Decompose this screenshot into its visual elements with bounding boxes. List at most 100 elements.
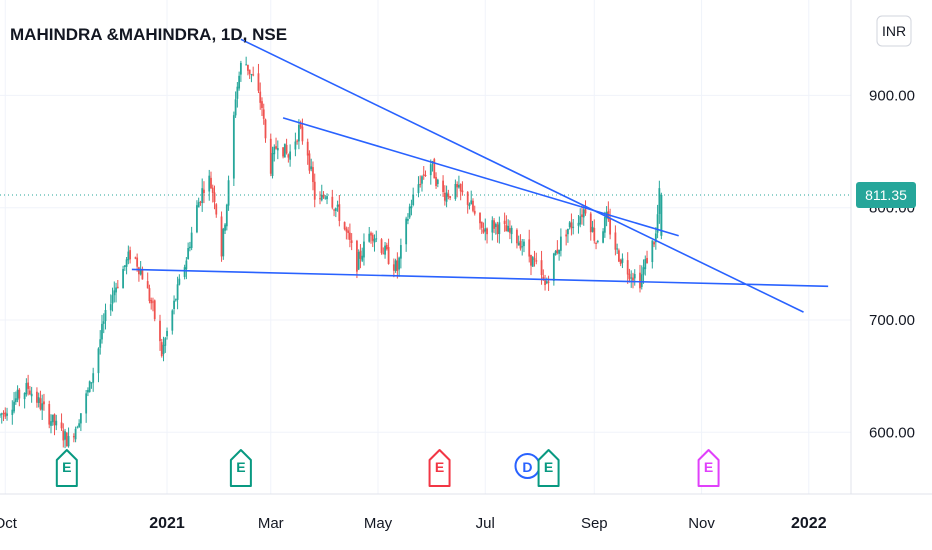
candle[interactable] <box>113 281 116 303</box>
candle[interactable] <box>65 431 68 447</box>
candle[interactable] <box>173 295 175 315</box>
candle[interactable] <box>338 194 341 227</box>
candle[interactable] <box>480 221 483 235</box>
candle[interactable] <box>187 242 190 260</box>
candle[interactable] <box>264 118 267 143</box>
candle[interactable] <box>503 212 506 232</box>
candle[interactable] <box>461 181 464 196</box>
candle[interactable] <box>582 205 585 226</box>
candle[interactable] <box>496 221 499 243</box>
candle[interactable] <box>466 191 469 214</box>
candle[interactable] <box>435 172 437 189</box>
candle[interactable] <box>324 195 327 200</box>
candle[interactable] <box>412 187 415 207</box>
candle[interactable] <box>101 314 103 344</box>
candle[interactable] <box>326 193 328 205</box>
candle[interactable] <box>552 252 555 286</box>
candle[interactable] <box>319 191 321 205</box>
candle[interactable] <box>261 97 263 116</box>
candle[interactable] <box>215 203 218 218</box>
candle[interactable] <box>257 63 260 94</box>
candle[interactable] <box>350 233 353 251</box>
candle[interactable] <box>306 138 309 165</box>
candle[interactable] <box>88 380 91 393</box>
candle[interactable] <box>312 161 314 191</box>
candle[interactable] <box>633 269 636 286</box>
candle[interactable] <box>458 175 460 189</box>
currency-button-frame[interactable] <box>876 15 912 47</box>
candle[interactable] <box>646 250 648 264</box>
candle[interactable] <box>505 215 508 232</box>
candle[interactable] <box>577 215 580 234</box>
candle[interactable] <box>64 428 66 449</box>
candle[interactable] <box>294 132 297 157</box>
candle[interactable] <box>30 386 33 403</box>
candle[interactable] <box>510 225 513 244</box>
candle[interactable] <box>419 175 422 188</box>
candle[interactable] <box>482 222 485 234</box>
candle[interactable] <box>445 185 448 208</box>
candle[interactable] <box>554 250 557 256</box>
candle[interactable] <box>313 173 316 208</box>
candle[interactable] <box>333 208 335 217</box>
candle[interactable] <box>468 202 471 210</box>
candle[interactable] <box>104 303 107 330</box>
candle[interactable] <box>23 392 26 409</box>
candle[interactable] <box>396 252 399 279</box>
candle[interactable] <box>99 330 102 355</box>
candle[interactable] <box>508 220 511 240</box>
candle[interactable] <box>436 178 439 188</box>
candle[interactable] <box>370 231 372 244</box>
trend-lines[interactable] <box>131 38 829 313</box>
candle[interactable] <box>382 247 385 255</box>
candle[interactable] <box>545 277 548 285</box>
candle[interactable] <box>16 385 19 403</box>
candle[interactable] <box>152 297 154 312</box>
candle[interactable] <box>417 176 420 198</box>
candle[interactable] <box>614 225 617 256</box>
candle[interactable] <box>148 284 151 304</box>
candle[interactable] <box>74 426 77 443</box>
candle[interactable] <box>570 213 573 236</box>
candle[interactable] <box>336 200 339 212</box>
candle[interactable] <box>222 227 225 260</box>
candle[interactable] <box>188 241 191 252</box>
candle[interactable] <box>449 195 452 201</box>
candle[interactable] <box>14 391 17 405</box>
candle[interactable] <box>6 407 8 421</box>
candle[interactable] <box>236 82 239 108</box>
candle[interactable] <box>343 221 346 231</box>
candle[interactable] <box>530 254 532 276</box>
candle[interactable] <box>442 175 444 197</box>
earnings-marker[interactable]: E <box>428 449 451 487</box>
candle[interactable] <box>102 313 105 334</box>
candle[interactable] <box>289 144 292 167</box>
candle[interactable] <box>486 227 488 244</box>
candle[interactable] <box>421 175 423 192</box>
candles[interactable] <box>0 56 663 449</box>
candle[interactable] <box>271 146 274 179</box>
candle[interactable] <box>196 200 198 234</box>
candle[interactable] <box>211 184 214 203</box>
candle[interactable] <box>345 226 348 240</box>
candle[interactable] <box>248 69 251 79</box>
candle[interactable] <box>408 203 411 219</box>
candle[interactable] <box>322 191 325 199</box>
candle[interactable] <box>565 229 568 246</box>
candle[interactable] <box>127 245 130 265</box>
candle[interactable] <box>595 241 597 250</box>
candle[interactable] <box>51 414 54 426</box>
candle[interactable] <box>225 203 228 231</box>
candle[interactable] <box>642 259 645 284</box>
candle[interactable] <box>0 413 1 418</box>
candle[interactable] <box>621 253 624 269</box>
candle[interactable] <box>628 268 631 283</box>
candle[interactable] <box>250 73 253 83</box>
candle[interactable] <box>308 150 311 174</box>
dividend-marker[interactable]: D <box>514 453 541 479</box>
candle[interactable] <box>547 275 550 291</box>
candle[interactable] <box>630 270 633 288</box>
candle[interactable] <box>484 218 487 241</box>
candle[interactable] <box>385 242 388 251</box>
